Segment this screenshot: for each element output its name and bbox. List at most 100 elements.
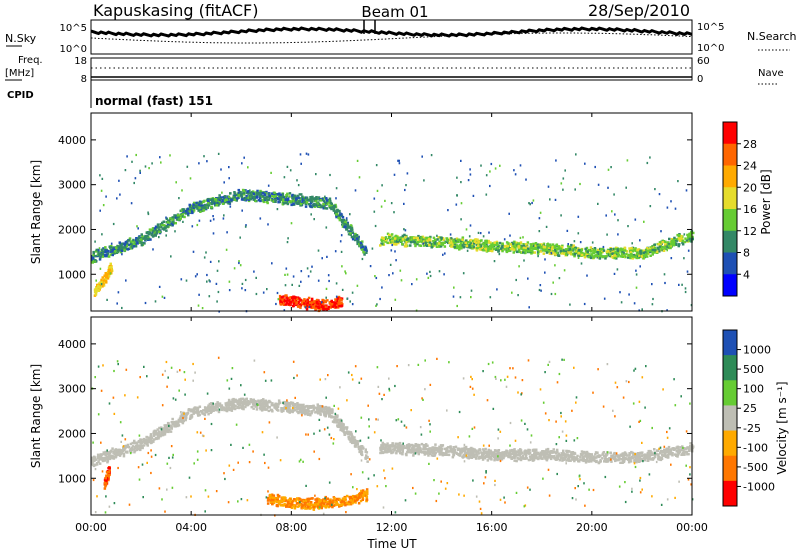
data-cell	[303, 197, 306, 200]
data-cell	[207, 404, 210, 407]
data-cell	[518, 265, 520, 268]
data-cell	[636, 459, 639, 462]
data-cell	[325, 197, 328, 200]
data-cell	[481, 242, 485, 246]
data-cell	[153, 433, 156, 436]
data-cell	[191, 211, 194, 215]
data-cell	[538, 244, 541, 247]
data-cell	[241, 407, 244, 410]
data-cell	[338, 420, 341, 423]
data-cell	[663, 246, 666, 249]
data-cell	[309, 304, 312, 307]
data-cell	[636, 248, 639, 252]
data-cell	[236, 402, 240, 406]
data-cell	[460, 247, 463, 250]
data-cell	[279, 302, 282, 306]
data-cell	[227, 404, 230, 407]
data-cell	[511, 456, 515, 459]
data-cell	[522, 236, 524, 239]
data-cell	[102, 284, 106, 287]
data-cell	[212, 232, 215, 235]
data-cell	[151, 439, 155, 443]
data-cell	[330, 415, 333, 418]
data-cell	[359, 445, 362, 449]
data-cell	[207, 197, 210, 201]
data-cell	[196, 223, 199, 227]
data-cell	[434, 240, 437, 243]
data-cell	[514, 243, 517, 246]
data-cell	[509, 243, 512, 246]
data-cell	[414, 244, 417, 248]
data-cell	[670, 242, 672, 246]
data-cell	[262, 291, 265, 294]
data-cell	[286, 407, 290, 410]
data-cell	[356, 240, 359, 243]
data-cell	[356, 284, 359, 287]
data-cell	[437, 242, 441, 245]
data-cell	[594, 456, 597, 459]
data-cell	[510, 247, 514, 251]
data-cell	[466, 249, 469, 252]
data-cell	[513, 169, 515, 172]
data-cell	[472, 245, 475, 249]
data-cell	[404, 243, 407, 246]
data-cell	[315, 410, 318, 414]
data-cell	[651, 253, 654, 256]
data-cell	[455, 237, 459, 240]
data-cell	[196, 207, 199, 210]
data-cell	[295, 201, 298, 204]
data-cell	[98, 282, 101, 285]
data-cell	[133, 439, 136, 443]
data-cell	[666, 206, 669, 209]
data-cell	[282, 407, 285, 410]
data-cell	[319, 199, 323, 202]
data-cell	[412, 236, 416, 240]
data-cell	[341, 223, 343, 226]
data-cell	[416, 446, 419, 450]
data-cell	[180, 278, 183, 281]
data-cell	[660, 247, 663, 251]
data-cell	[172, 222, 175, 225]
data-cell	[601, 250, 604, 254]
data-cell	[532, 199, 535, 202]
data-cell	[515, 243, 519, 247]
data-cell	[406, 446, 409, 449]
data-cell	[625, 454, 629, 457]
data-cell	[331, 420, 335, 423]
data-cell	[675, 239, 679, 242]
data-cell	[338, 299, 341, 303]
data-cell	[374, 275, 376, 278]
data-cell	[152, 248, 154, 251]
data-cell	[380, 242, 383, 246]
data-cell	[349, 224, 353, 227]
data-cell	[229, 407, 233, 410]
data-cell	[204, 408, 207, 411]
data-cell	[219, 196, 223, 199]
data-cell	[497, 457, 500, 461]
data-cell	[419, 447, 422, 450]
data-cell	[558, 454, 562, 457]
data-cell	[328, 279, 330, 283]
data-cell	[102, 451, 105, 454]
data-cell	[488, 241, 491, 244]
data-cell	[203, 205, 206, 209]
data-cell	[102, 250, 105, 254]
data-cell	[560, 454, 563, 457]
data-cell	[142, 444, 146, 447]
data-cell	[614, 250, 617, 254]
data-cell	[325, 308, 328, 311]
data-cell	[673, 453, 677, 456]
data-cell	[157, 432, 161, 435]
data-cell	[662, 249, 666, 252]
data-cell	[139, 239, 142, 243]
data-cell	[215, 282, 218, 285]
data-cell	[483, 456, 487, 460]
data-cell	[364, 246, 368, 250]
cpid-label: CPID	[7, 90, 34, 101]
data-cell	[519, 236, 522, 239]
data-cell	[108, 452, 112, 455]
data-cell	[589, 457, 593, 460]
data-cell	[379, 244, 382, 247]
data-cell	[99, 286, 102, 289]
data-cell	[223, 199, 227, 202]
